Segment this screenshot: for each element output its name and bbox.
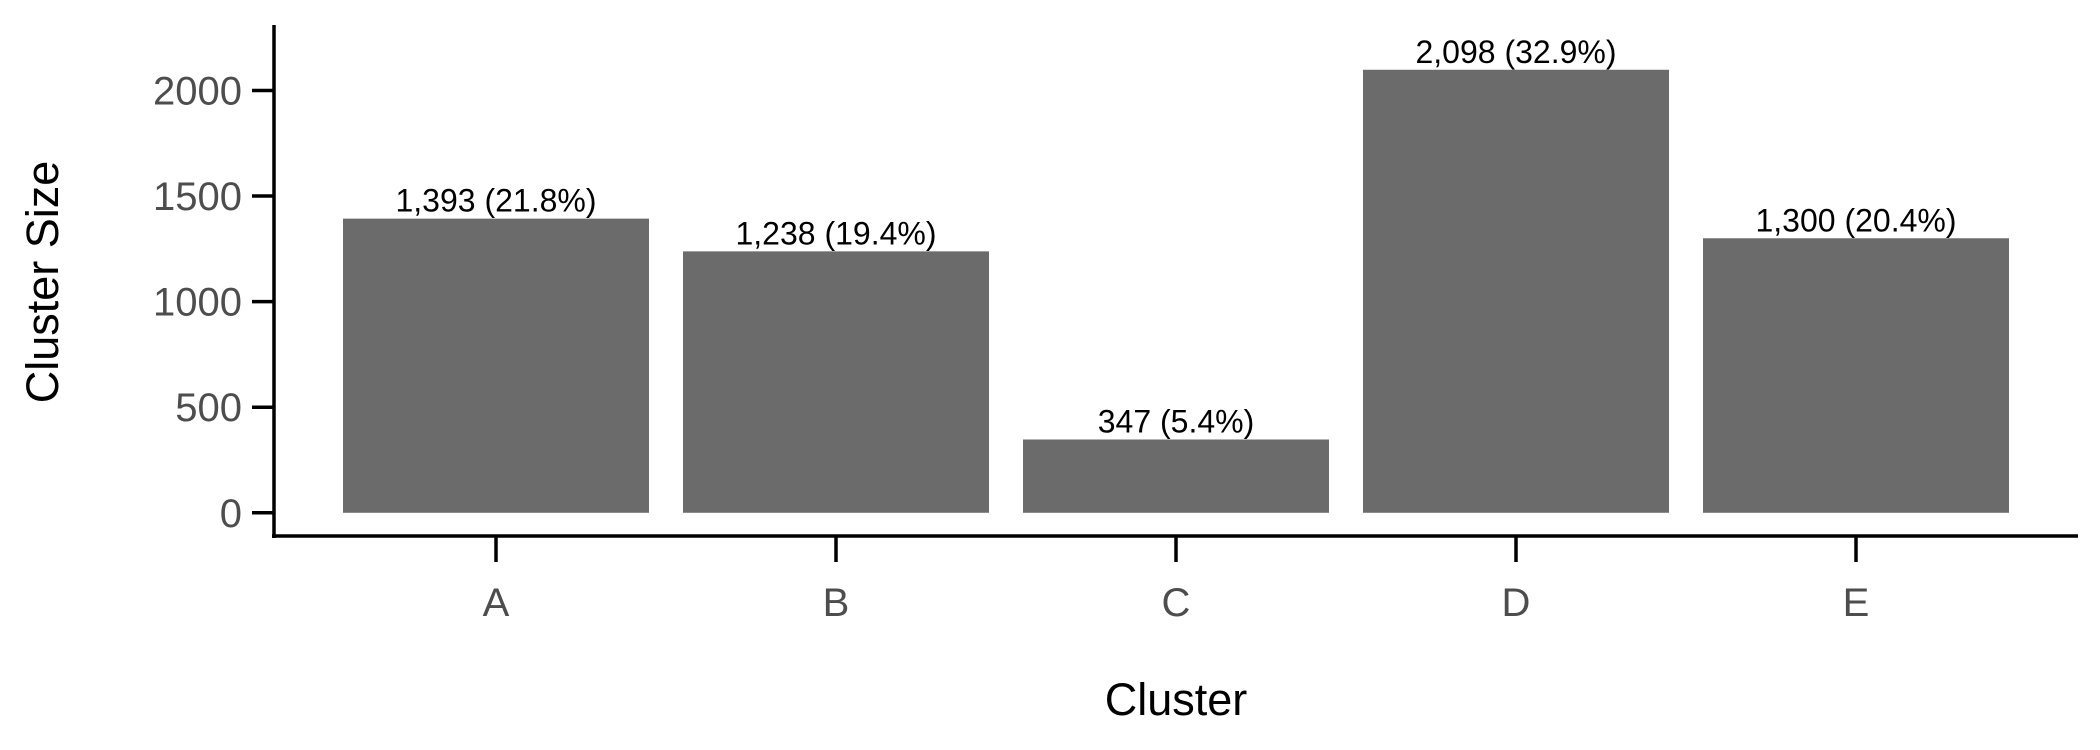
bar-value-label: 1,393 (21.8%)	[395, 183, 596, 219]
bar-value-label: 1,238 (19.4%)	[735, 215, 936, 251]
x-tick-label: D	[1502, 581, 1531, 625]
x-axis-ticks: A B C D E	[483, 536, 1870, 625]
y-axis-ticks: 0 500 1000 1500 2000	[153, 69, 274, 536]
bar-e	[1703, 238, 2009, 513]
y-tick-label: 1000	[153, 281, 242, 325]
bar-d	[1363, 69, 1669, 513]
bars-group	[343, 69, 2009, 513]
bar-value-label: 2,098 (32.9%)	[1415, 34, 1616, 70]
y-tick-label: 1500	[153, 175, 242, 219]
x-tick-label: A	[483, 581, 510, 625]
y-tick-label: 0	[220, 492, 242, 536]
bar-b	[683, 251, 989, 513]
y-tick-label: 500	[175, 386, 242, 430]
bar-labels-group: 1,393 (21.8%) 1,238 (19.4%) 347 (5.4%) 2,09…	[395, 34, 1956, 440]
x-tick-label: E	[1843, 581, 1870, 625]
x-tick-label: C	[1162, 581, 1191, 625]
x-tick-label: B	[823, 581, 850, 625]
bar-value-label: 347 (5.4%)	[1098, 404, 1255, 440]
bar-value-label: 1,300 (20.4%)	[1755, 202, 1956, 238]
bar-a	[343, 218, 649, 513]
x-axis-title: Cluster	[1105, 674, 1248, 725]
bar-c	[1023, 439, 1329, 513]
y-axis-title: Cluster Size	[17, 161, 68, 404]
y-tick-label: 2000	[153, 69, 242, 113]
